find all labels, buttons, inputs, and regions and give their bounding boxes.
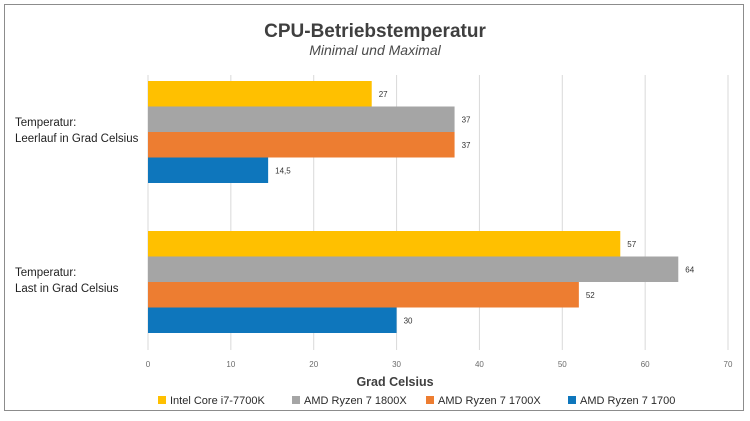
x-tick-label: 40 <box>475 360 484 369</box>
legend-label: AMD Ryzen 7 1700 <box>580 395 675 407</box>
chart-frame: CPU-Betriebstemperatur Minimal und Maxim… <box>4 4 744 411</box>
category-label: Leerlauf in Grad Celsius <box>15 133 139 145</box>
x-tick-label: 20 <box>309 360 318 369</box>
x-tick-label: 30 <box>392 360 401 369</box>
x-tick-label: 50 <box>558 360 567 369</box>
data-label: 37 <box>462 115 471 124</box>
bars <box>148 81 679 333</box>
legend-label: AMD Ryzen 7 1800X <box>304 395 407 407</box>
chart-title: CPU-Betriebstemperatur <box>264 21 486 42</box>
bar <box>148 231 621 257</box>
legend-swatch <box>568 396 576 404</box>
chart: CPU-Betriebstemperatur Minimal und Maxim… <box>15 21 733 407</box>
bar <box>148 307 397 333</box>
bar <box>148 256 679 282</box>
bar <box>148 157 269 183</box>
x-tick-label: 70 <box>724 360 733 369</box>
legend-label: AMD Ryzen 7 1700X <box>438 395 541 407</box>
data-label: 64 <box>685 265 694 274</box>
data-label: 37 <box>462 141 471 150</box>
data-label: 57 <box>627 240 636 249</box>
x-tick-label: 0 <box>146 360 151 369</box>
chart-subtitle: Minimal und Maximal <box>309 42 441 58</box>
x-axis-title: Grad Celsius <box>356 375 433 389</box>
x-tick-label: 60 <box>641 360 650 369</box>
category-label: Temperatur: <box>15 267 76 279</box>
data-label: 27 <box>379 90 388 99</box>
legend-label: Intel Core i7-7700K <box>170 395 265 407</box>
bar <box>148 282 579 308</box>
x-tick-label: 10 <box>226 360 235 369</box>
data-labels: 27 37 37 14,5 57 64 52 30 <box>275 90 695 326</box>
legend: Intel Core i7-7700K AMD Ryzen 7 1800X AMD … <box>158 395 675 407</box>
legend-swatch <box>292 396 300 404</box>
legend-swatch <box>426 396 434 404</box>
data-label: 14,5 <box>275 166 291 175</box>
bar <box>148 132 455 158</box>
bar <box>148 106 455 132</box>
data-label: 30 <box>404 316 413 325</box>
x-ticks: 0 10 20 30 40 50 60 70 <box>146 360 733 369</box>
category-label: Last in Grad Celsius <box>15 283 119 295</box>
data-label: 52 <box>586 291 595 300</box>
bar <box>148 81 372 107</box>
legend-swatch <box>158 396 166 404</box>
category-labels: Temperatur: Leerlauf in Grad Celsius Tempe… <box>15 117 139 295</box>
category-label: Temperatur: <box>15 117 76 129</box>
